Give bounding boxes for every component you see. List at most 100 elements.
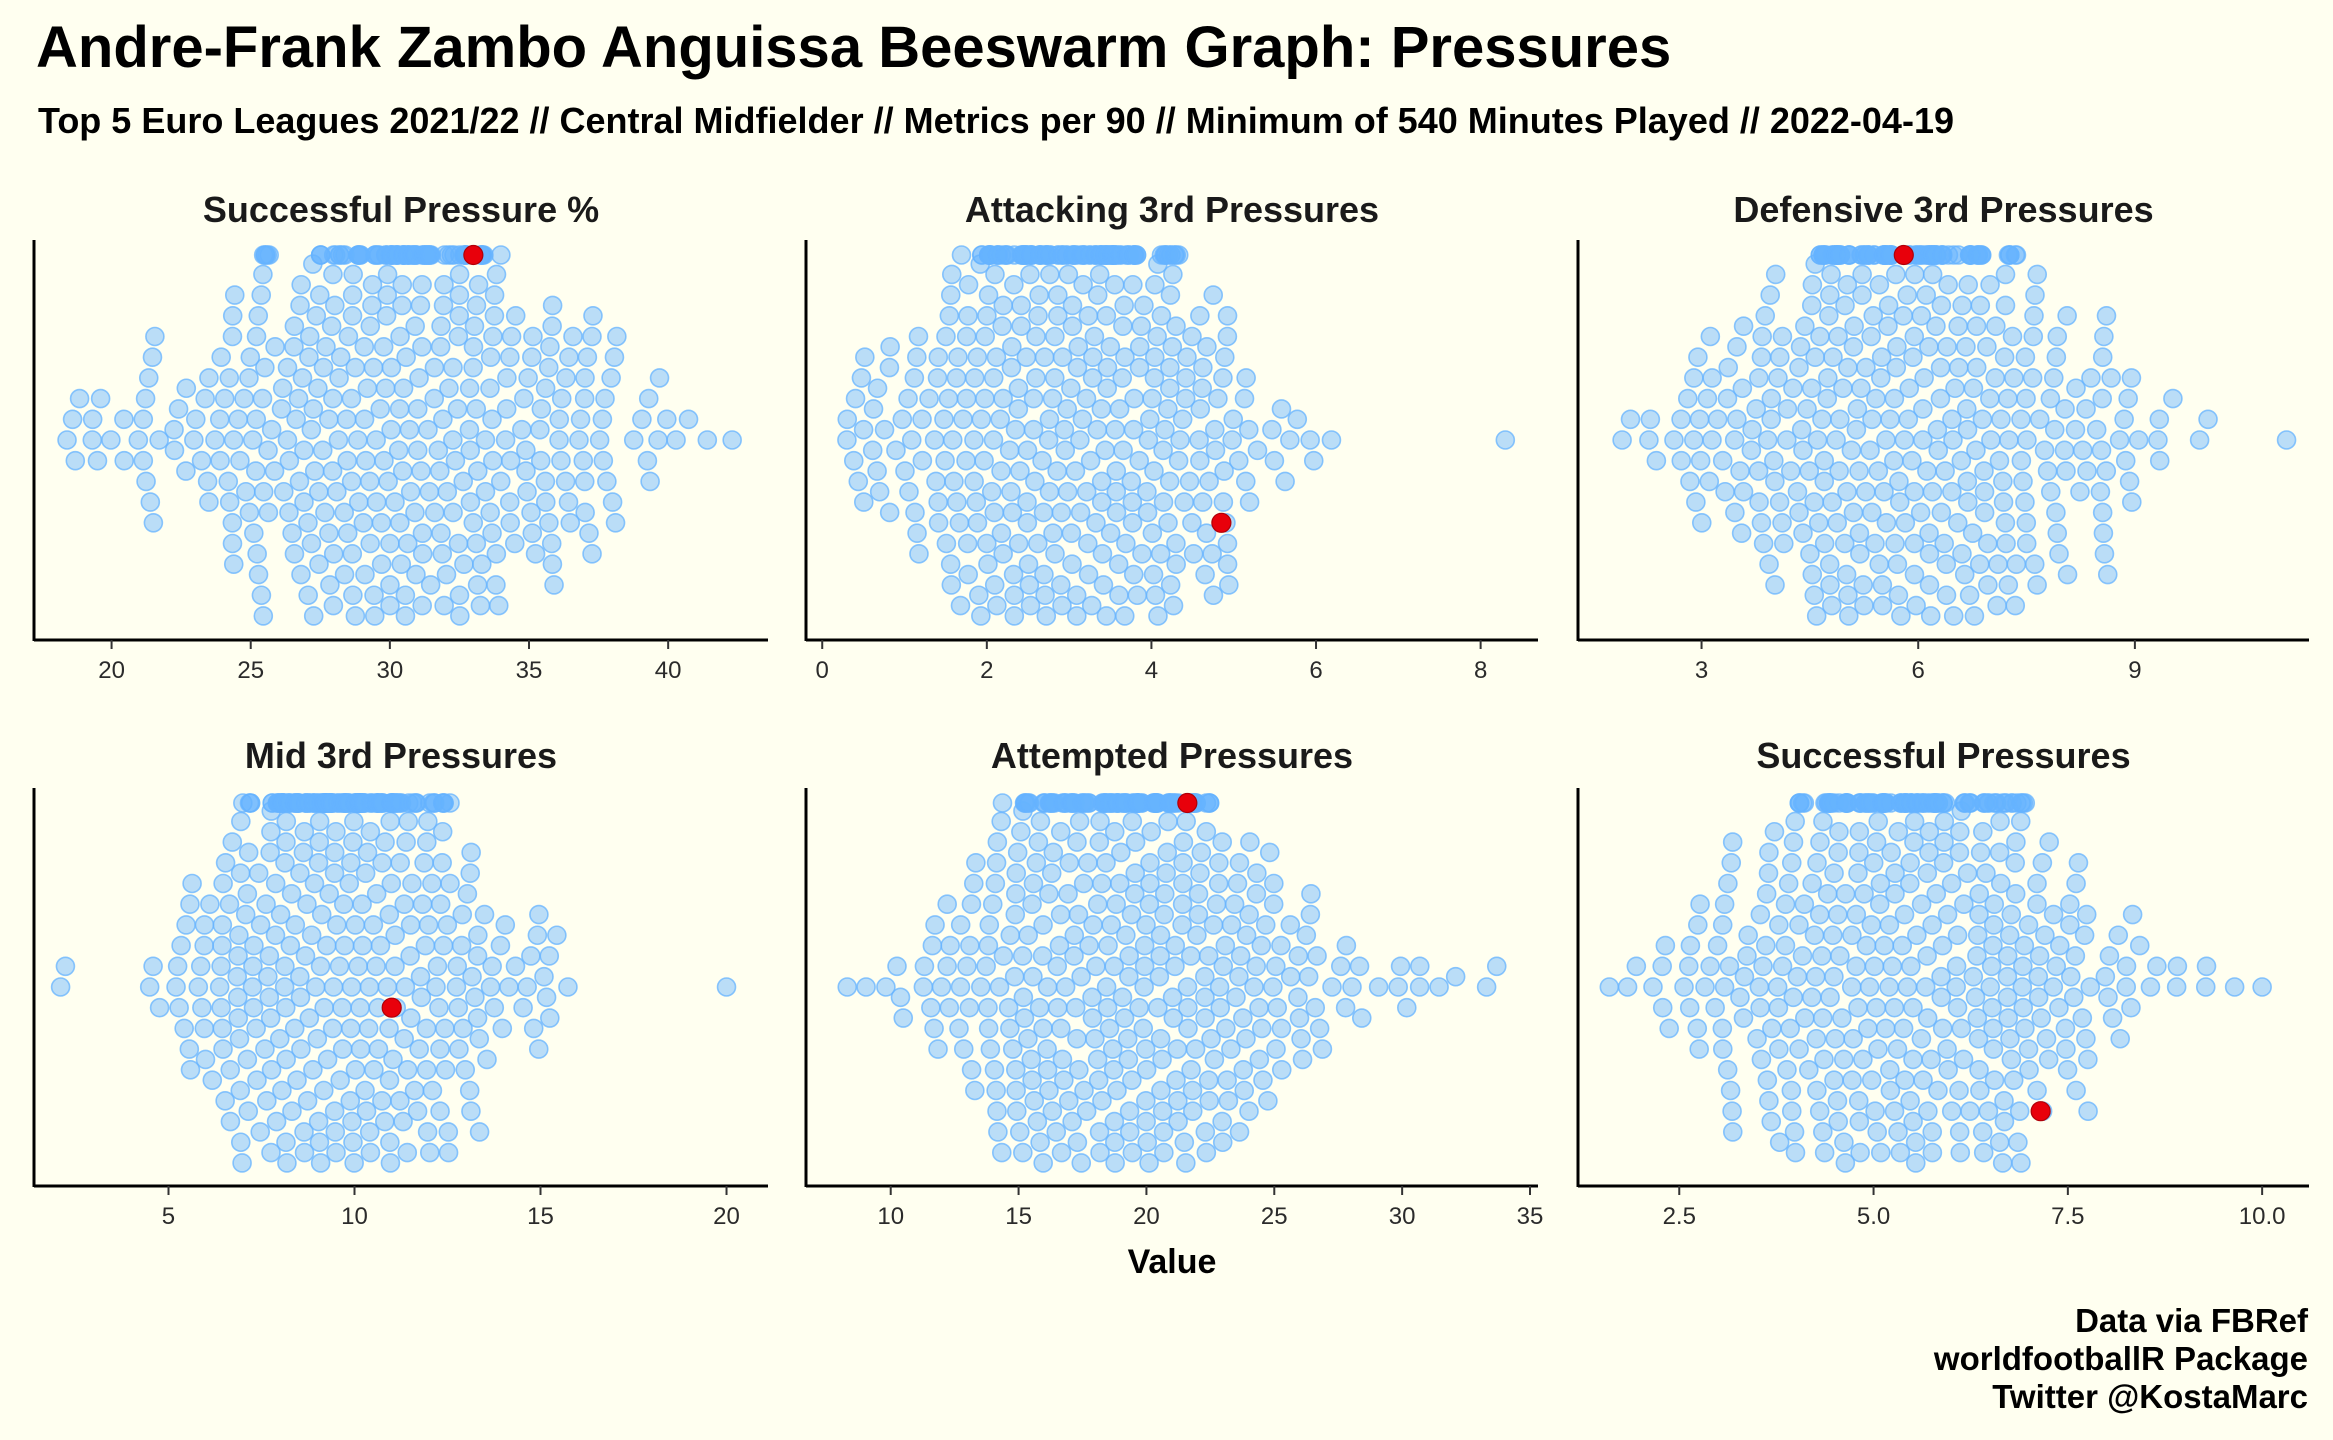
swarm-point xyxy=(400,481,421,502)
swarm-point xyxy=(1163,1008,1184,1028)
swarm-point xyxy=(1983,1039,2004,1059)
swarm-point xyxy=(1984,1070,2005,1090)
swarm-point xyxy=(1751,1049,1772,1070)
swarm-point xyxy=(488,595,509,616)
swarm-point xyxy=(371,554,392,575)
swarm-point xyxy=(467,1008,488,1028)
swarm-point xyxy=(1802,564,1823,585)
swarm-point xyxy=(1966,357,1987,378)
swarm-point xyxy=(1617,977,1638,997)
swarm-point xyxy=(1165,935,1186,956)
swarm-point xyxy=(368,1039,389,1059)
swarm-point xyxy=(242,977,263,997)
swarm-point xyxy=(427,956,448,977)
swarm-point xyxy=(1798,1060,1819,1080)
swarm-point xyxy=(446,977,467,997)
swarm-point xyxy=(1032,450,1052,471)
swarm-point xyxy=(495,430,516,450)
swarm-point xyxy=(168,399,189,419)
swarm-point xyxy=(1215,347,1235,368)
swarm-point xyxy=(240,793,261,813)
swarm-point xyxy=(1777,399,1798,419)
swarm-point xyxy=(991,1142,1012,1163)
swarm-point xyxy=(1952,295,1972,316)
swarm-point xyxy=(260,842,280,863)
swarm-point xyxy=(499,977,519,997)
swarm-point xyxy=(2148,430,2168,450)
swarm-point xyxy=(1917,946,1937,966)
swarm-point xyxy=(1849,1111,1870,1132)
swarm-point xyxy=(1998,1008,2019,1028)
swarm-point xyxy=(1113,440,1133,461)
swarm-point xyxy=(1296,925,1317,946)
swarm-point xyxy=(482,523,502,543)
swarm-point xyxy=(1887,554,1908,575)
swarm-point xyxy=(2055,1018,2076,1039)
swarm-point xyxy=(385,956,405,977)
swarm-point xyxy=(114,409,134,430)
swarm-point xyxy=(1249,1049,1270,1070)
swarm-point xyxy=(1305,997,1326,1018)
swarm-point xyxy=(1844,316,1864,336)
swarm-point xyxy=(323,977,344,997)
swarm-point xyxy=(433,935,454,956)
swarm-point xyxy=(1217,554,1238,575)
swarm-point xyxy=(1092,1091,1112,1111)
swarm-point xyxy=(1137,1132,1158,1153)
swarm-point xyxy=(1733,1008,1754,1028)
swarm-point xyxy=(1246,956,1267,977)
swarm-point xyxy=(392,274,413,295)
swarm-point xyxy=(1144,347,1165,368)
swarm-point xyxy=(392,461,413,481)
swarm-point xyxy=(380,1132,400,1153)
swarm-point xyxy=(1396,997,1417,1018)
swarm-point xyxy=(2018,1039,2039,1059)
swarm-point xyxy=(1702,430,1722,450)
swarm-point xyxy=(1040,264,1060,285)
swarm-point xyxy=(1813,1122,1833,1142)
swarm-point xyxy=(459,378,480,399)
swarm-point xyxy=(1006,863,1027,883)
x-tick-label: 15 xyxy=(527,1203,554,1230)
swarm-point xyxy=(269,1028,290,1049)
swarm-point xyxy=(604,347,625,368)
swarm-point xyxy=(304,461,325,481)
swarm-point xyxy=(428,440,449,461)
highlight-player-point xyxy=(1893,244,1914,266)
swarm-point xyxy=(1993,492,2014,512)
swarm-point xyxy=(1849,523,1870,543)
swarm-point xyxy=(1865,533,1885,554)
swarm-point xyxy=(407,399,428,419)
swarm-point xyxy=(1915,977,1936,997)
swarm-point xyxy=(1822,925,1843,946)
swarm-point xyxy=(1683,430,1704,450)
highlight-player-point xyxy=(1211,512,1232,533)
swarm-point xyxy=(1931,987,1952,1008)
swarm-point xyxy=(1050,821,1071,842)
swarm-point xyxy=(845,388,866,409)
swarm-point xyxy=(1793,523,1813,543)
swarm-point xyxy=(1115,347,1135,368)
swarm-point xyxy=(223,430,244,450)
swarm-point xyxy=(1129,997,1149,1018)
swarm-point xyxy=(282,1101,302,1121)
swarm-point xyxy=(1222,430,1242,450)
swarm-point xyxy=(1951,1018,1972,1039)
swarm-point xyxy=(1906,595,1926,616)
x-tick-label: 6 xyxy=(1309,657,1322,684)
swarm-point xyxy=(1051,575,1071,595)
swarm-point xyxy=(1158,512,1178,533)
swarm-point xyxy=(342,544,363,564)
swarm-point xyxy=(2060,966,2081,987)
swarm-point xyxy=(465,987,485,1008)
swarm-point xyxy=(334,502,355,523)
swarm-point xyxy=(1802,274,1823,295)
swarm-point xyxy=(1246,884,1267,904)
swarm-point xyxy=(448,533,469,554)
swarm-point xyxy=(1950,1142,1971,1163)
swarm-point xyxy=(140,492,161,512)
swarm-point xyxy=(1013,987,1034,1008)
swarm-point xyxy=(393,378,414,399)
swarm-point xyxy=(1956,399,1977,419)
